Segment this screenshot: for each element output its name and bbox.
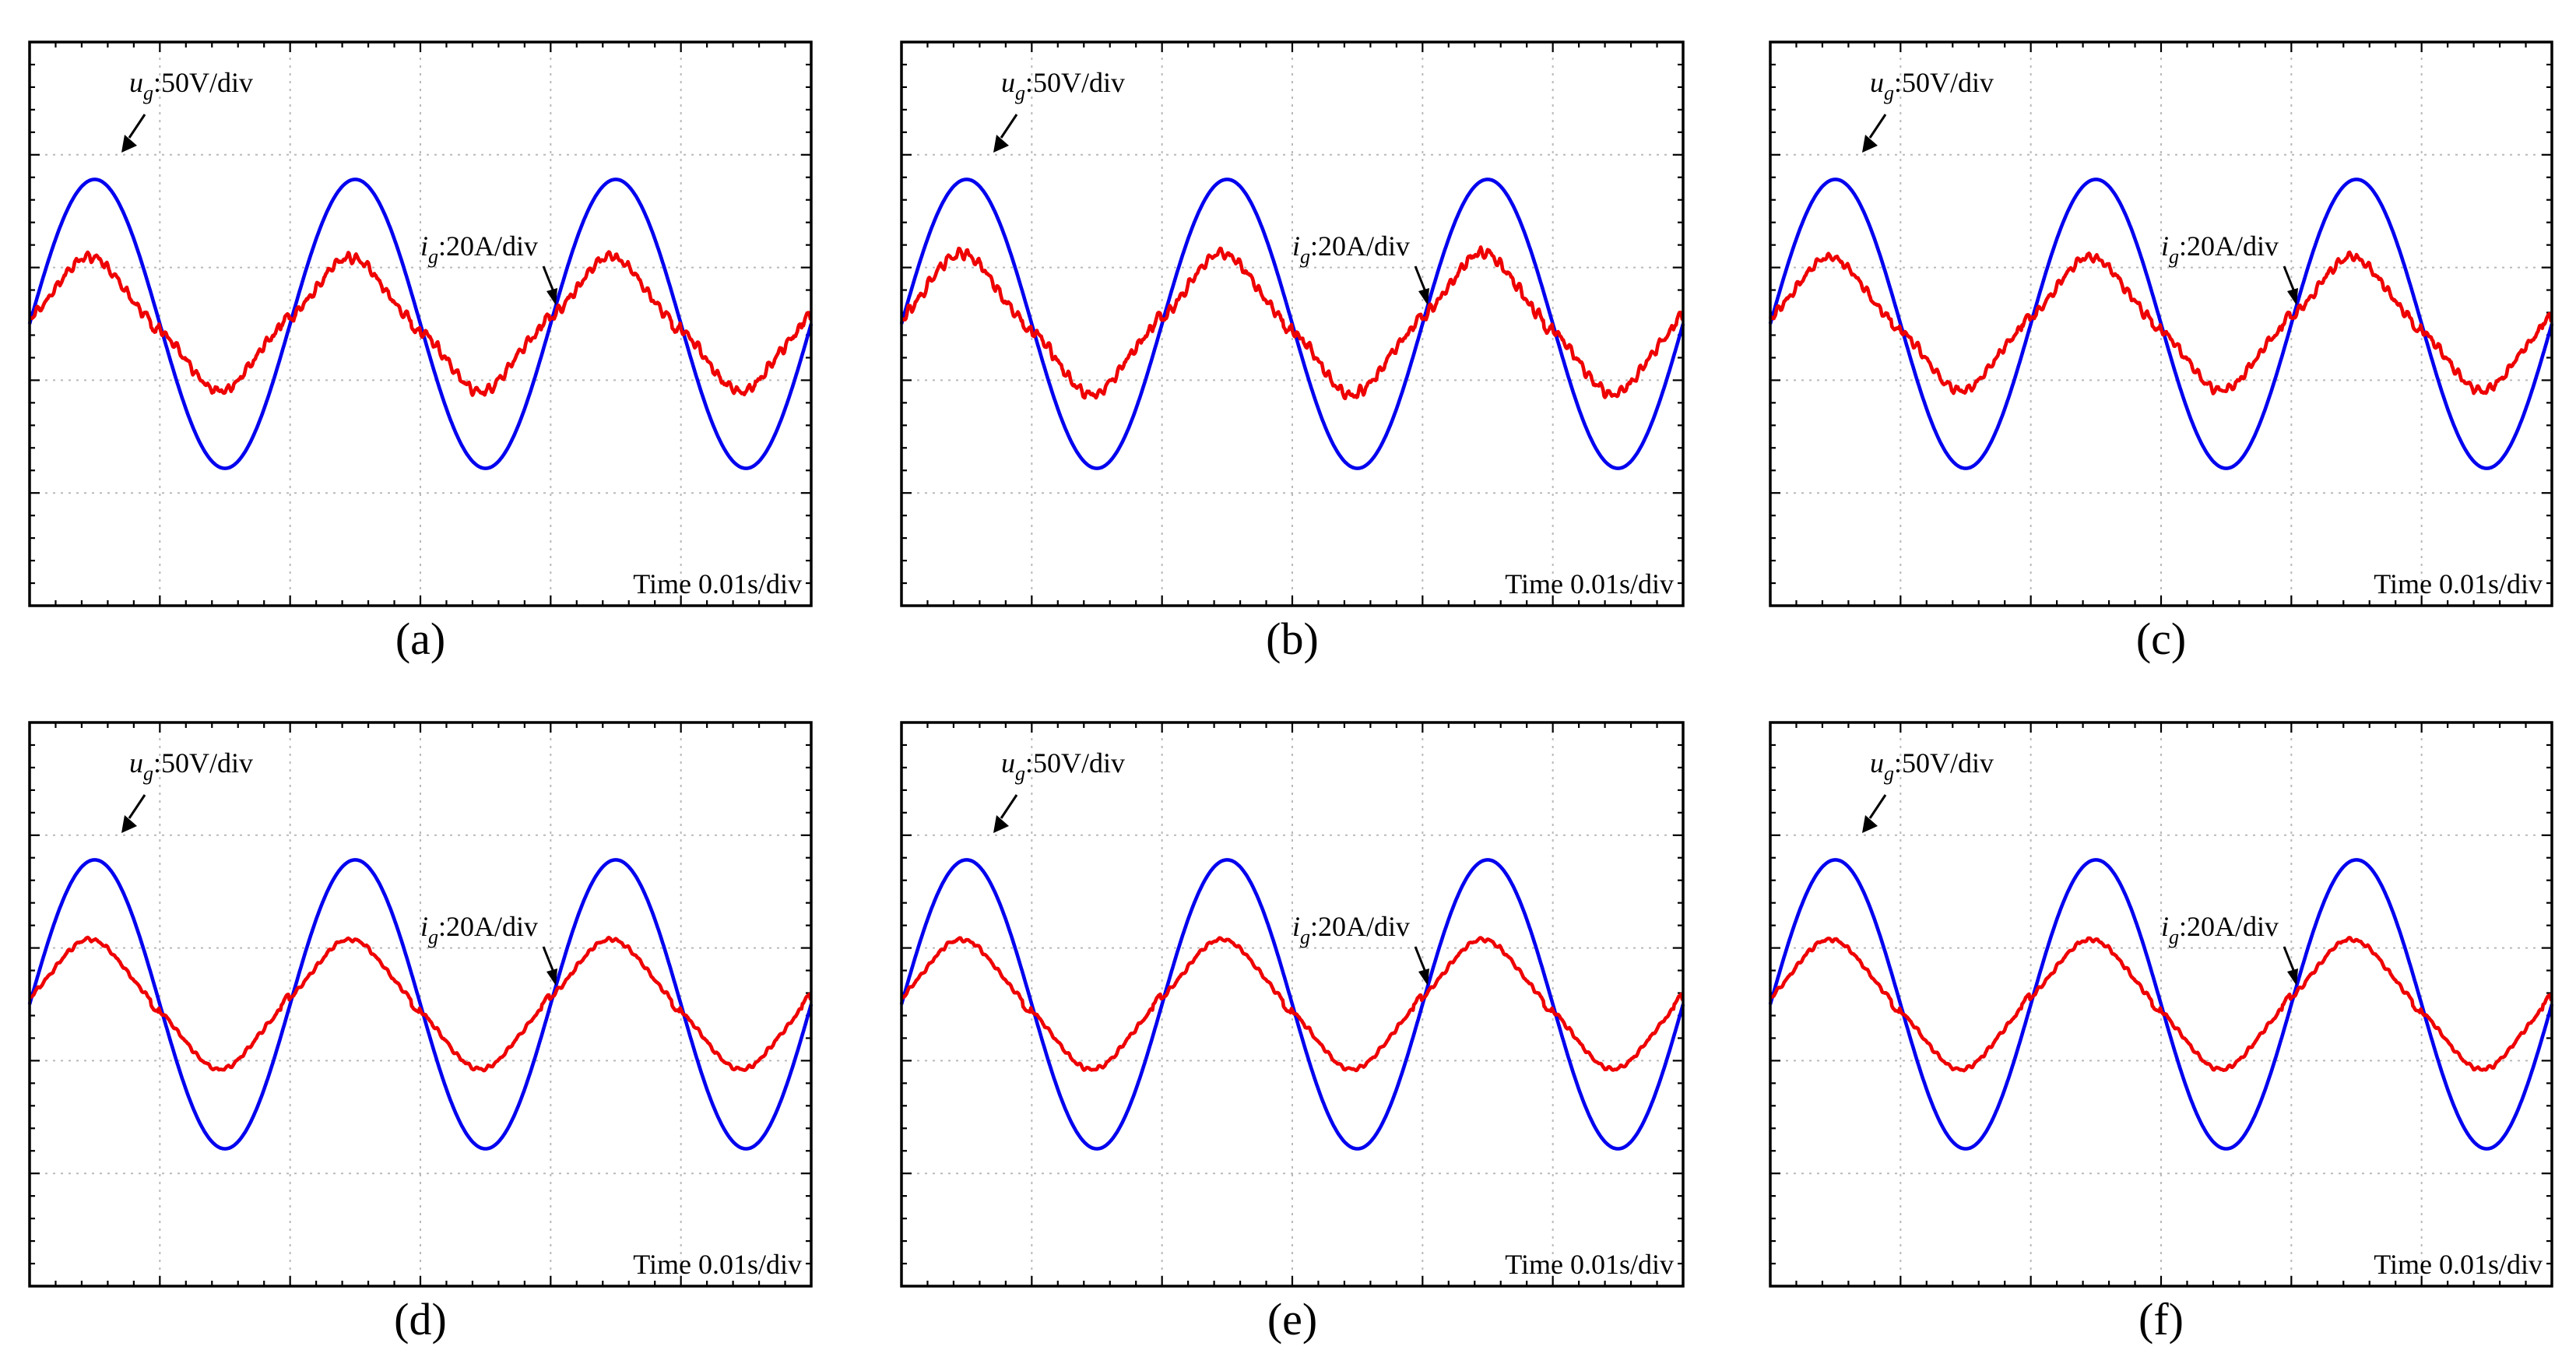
current-waveform-ig — [28, 935, 813, 1073]
arrowhead-icon — [1418, 968, 1429, 986]
panel-b: ug:50V/div ig:20A/div Time 0.01s/div (b) — [899, 40, 1685, 664]
current-label-arrow — [1414, 265, 1426, 290]
arrowhead-icon — [546, 968, 557, 986]
current-waveform-ig — [900, 936, 1685, 1073]
plot-frame — [900, 721, 1685, 1288]
panel-caption: (e) — [1267, 1294, 1317, 1345]
arrowhead-icon — [2287, 288, 2298, 305]
current-waveform-ig — [28, 250, 813, 397]
time-scale-label: Time 0.01s/div — [1505, 1249, 1674, 1280]
current-label-arrow — [1414, 946, 1426, 971]
panel-c: ug:50V/div ig:20A/div Time 0.01s/div (c) — [1768, 40, 2554, 664]
voltage-label-arrow — [1000, 794, 1018, 819]
panel-caption: (f) — [2138, 1294, 2184, 1345]
current-label: ig:20A/div — [2161, 911, 2279, 948]
current-waveform-ig — [1768, 250, 2553, 395]
arrowhead-icon — [546, 288, 557, 305]
voltage-label: ug:50V/div — [1001, 67, 1125, 104]
arrowhead-icon — [121, 815, 137, 833]
panel-caption: (b) — [1266, 613, 1319, 664]
voltage-waveform-ug — [1768, 858, 2554, 1151]
voltage-waveform-ug — [899, 858, 1685, 1151]
voltage-label-arrow — [1868, 114, 1887, 139]
current-label: ig:20A/div — [2161, 230, 2279, 268]
plot-frame — [1769, 40, 2553, 607]
voltage-label-arrow — [128, 794, 146, 819]
plot-frame — [900, 40, 1685, 607]
arrowhead-icon — [1418, 288, 1429, 305]
time-scale-label: Time 0.01s/div — [633, 568, 802, 599]
current-label: ig:20A/div — [1292, 230, 1410, 268]
panel-caption: (a) — [395, 613, 445, 664]
panel-caption: (c) — [2136, 613, 2186, 664]
voltage-label: ug:50V/div — [1001, 747, 1125, 785]
arrowhead-icon — [2287, 968, 2298, 986]
arrowhead-icon — [993, 135, 1009, 153]
arrowhead-icon — [993, 815, 1009, 833]
time-scale-label: Time 0.01s/div — [2374, 1249, 2543, 1280]
plot-frame — [1769, 721, 2553, 1288]
current-label: ig:20A/div — [420, 911, 538, 948]
arrowhead-icon — [1862, 815, 1878, 833]
voltage-label-arrow — [1868, 794, 1887, 819]
voltage-label: ug:50V/div — [129, 747, 253, 785]
plot-frame — [28, 40, 813, 607]
panel-a: ug:50V/div ig:20A/div Time 0.01s/div (a) — [27, 40, 814, 664]
current-label: ig:20A/div — [1292, 911, 1410, 948]
voltage-label-arrow — [1000, 114, 1018, 139]
voltage-waveform-ug — [27, 858, 814, 1151]
time-scale-label: Time 0.01s/div — [2374, 568, 2543, 599]
current-label-arrow — [542, 265, 554, 290]
plot-frame — [28, 721, 813, 1288]
arrowhead-icon — [1862, 135, 1878, 153]
current-waveform-ig — [900, 245, 1685, 401]
voltage-label: ug:50V/div — [1870, 747, 1994, 785]
voltage-label-arrow — [128, 114, 146, 139]
current-waveform-ig — [1769, 936, 2553, 1073]
panel-e: ug:50V/div ig:20A/div Time 0.01s/div (e) — [899, 721, 1685, 1345]
panel-d: ug:50V/div ig:20A/div Time 0.01s/div (d) — [27, 721, 814, 1345]
arrowhead-icon — [121, 135, 137, 153]
time-scale-label: Time 0.01s/div — [1505, 568, 1674, 599]
time-scale-label: Time 0.01s/div — [633, 1249, 802, 1280]
voltage-label: ug:50V/div — [1870, 67, 1994, 104]
panel-caption: (d) — [394, 1294, 447, 1345]
current-label: ig:20A/div — [420, 230, 538, 268]
panel-f: ug:50V/div ig:20A/div Time 0.01s/div (f) — [1768, 721, 2554, 1345]
current-label-arrow — [2283, 946, 2295, 971]
voltage-label: ug:50V/div — [129, 67, 253, 104]
current-label-arrow — [542, 946, 554, 971]
current-label-arrow — [2283, 265, 2295, 290]
